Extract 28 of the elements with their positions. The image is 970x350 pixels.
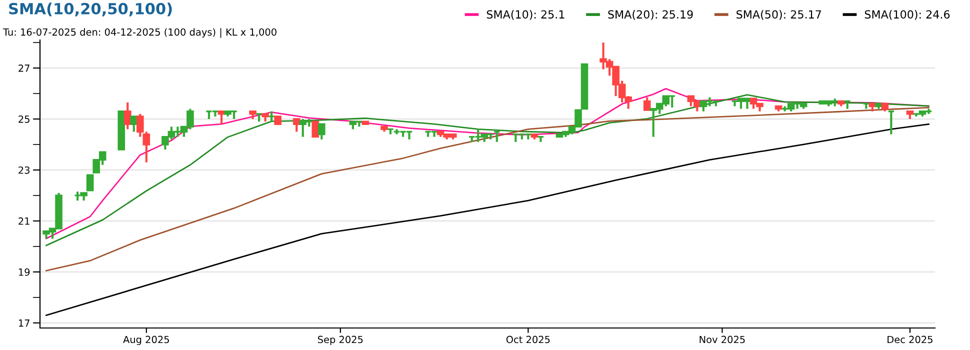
candlestick bbox=[493, 130, 501, 143]
line-series bbox=[46, 106, 930, 272]
y-tick-label: 19 bbox=[18, 268, 30, 276]
candlestick bbox=[268, 110, 276, 123]
y-tick-label: 17 bbox=[18, 320, 30, 327]
x-tick-label: Sep 2025 bbox=[318, 336, 363, 346]
candlestick bbox=[643, 96, 651, 112]
x-tick-label: Oct 2025 bbox=[506, 336, 550, 344]
x-tick-label: Aug 2025 bbox=[123, 336, 169, 346]
chart-title: SMA(10,20,50,100) bbox=[9, 2, 172, 16]
candlestick bbox=[888, 110, 895, 136]
x-tick-label: Dec 2025 bbox=[888, 336, 932, 344]
y-tick-label: 25 bbox=[18, 115, 30, 123]
legend-label: SMA(50): 25.17 bbox=[736, 10, 821, 20]
candlestick bbox=[318, 123, 326, 140]
y-tick-label: 23 bbox=[18, 166, 30, 174]
candlestick bbox=[292, 118, 300, 133]
legend-label: SMA(100): 24.6 bbox=[864, 10, 950, 20]
y-tick-label: 27 bbox=[18, 64, 30, 72]
candlestick bbox=[312, 120, 320, 138]
candlestick bbox=[130, 115, 138, 133]
y-tick-label: 21 bbox=[18, 217, 30, 225]
line-series bbox=[46, 123, 930, 316]
candlestick bbox=[124, 101, 132, 130]
legend-label: SMA(10): 25.1 bbox=[486, 10, 564, 20]
legend-label: SMA(20): 25.19 bbox=[608, 10, 693, 20]
x-tick-label: Nov 2025 bbox=[700, 336, 745, 344]
chart-subtitle: Tu: 16-07-2025 den: 04-12-2025 (100 days) | KL x 1,000 bbox=[2, 28, 276, 38]
